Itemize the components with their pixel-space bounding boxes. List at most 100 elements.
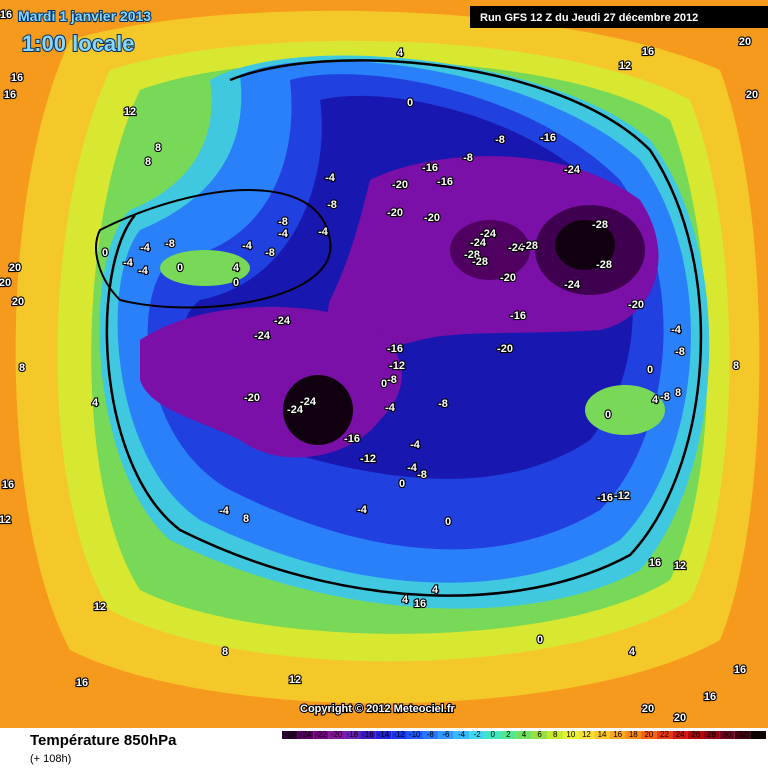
contour-label: -24 xyxy=(508,242,525,254)
legend-swatch xyxy=(313,731,329,739)
contour-label: 16 xyxy=(734,664,746,676)
legend-swatch xyxy=(531,731,548,739)
contour-label: -12 xyxy=(389,360,405,372)
contour-label: -16 xyxy=(422,162,438,174)
contour-label: 16 xyxy=(704,691,716,703)
contour-label: -4 xyxy=(318,226,329,238)
contour-label: -8 xyxy=(495,134,505,146)
legend-label: 30 xyxy=(723,730,732,739)
color-legend: -26 -24 -22 -20 -18 -16 -14 -12 -10 -8 -6 -4 -2 0 2 4 6 8… xyxy=(282,730,766,739)
contour-label: -24 xyxy=(470,237,487,249)
contour-label: -4 xyxy=(140,242,151,254)
contour-label: -8 xyxy=(675,346,685,358)
contour-label: -20 xyxy=(424,212,440,224)
contour-label: 16 xyxy=(11,72,23,84)
contour-label: -20 xyxy=(500,272,516,284)
contour-label: -8 xyxy=(660,391,670,403)
contour-label: 0 xyxy=(102,247,108,259)
legend-swatch xyxy=(344,731,361,739)
footer-title: Température 850hPa xyxy=(30,732,177,749)
legend-swatch xyxy=(438,731,454,739)
contour-label: 0 xyxy=(445,516,451,528)
legend-label: -4 xyxy=(458,730,466,739)
contour-label: 4 xyxy=(629,646,636,658)
legend-label: 28 xyxy=(707,730,716,739)
legend-label: 22 xyxy=(660,730,669,739)
legend-swatch xyxy=(734,731,751,739)
legend-swatch xyxy=(391,731,407,739)
legend-swatch xyxy=(282,731,298,739)
legend-label: 24 xyxy=(676,730,685,739)
contour-label: -4 xyxy=(219,505,230,517)
contour-label: 12 xyxy=(0,514,11,526)
legend-swatch xyxy=(297,731,314,739)
contour-label: -8 xyxy=(387,374,397,386)
contour-label: -8 xyxy=(417,469,427,481)
contour-label: -24 xyxy=(274,315,291,327)
contour-label: -28 xyxy=(592,219,608,231)
legend-label: 16 xyxy=(613,730,622,739)
contour-label: -24 xyxy=(300,396,317,408)
legend-label: 6 xyxy=(537,730,542,739)
map-time: 1:00 locale xyxy=(22,31,135,56)
contour-label: -4 xyxy=(325,172,336,184)
legend-swatch xyxy=(516,731,532,739)
contour-label: -28 xyxy=(472,256,488,268)
contour-label: -28 xyxy=(522,240,538,252)
contour-label: -12 xyxy=(360,453,376,465)
contour-label: 8 xyxy=(675,387,681,399)
run-info: Run GFS 12 Z du Jeudi 27 décembre 2012 xyxy=(480,12,698,24)
contour-label: -4 xyxy=(242,240,253,252)
legend-swatch xyxy=(703,731,720,739)
zone-core-west xyxy=(283,375,353,445)
legend-label: 0 xyxy=(491,730,496,739)
legend-label: -26 xyxy=(284,730,296,739)
contour-label: 0 xyxy=(177,262,183,274)
contour-label: 16 xyxy=(649,557,661,569)
legend-swatch xyxy=(328,731,345,739)
contour-label: 16 xyxy=(642,46,654,58)
contour-label: -28 xyxy=(464,249,480,261)
map-date: Mardi 1 janvier 2013 xyxy=(18,8,151,24)
legend-label: 20 xyxy=(644,730,653,739)
zone-hudson xyxy=(160,250,250,286)
legend-swatch xyxy=(453,731,470,739)
contour-label: -16 xyxy=(540,132,556,144)
contour-label: 16 xyxy=(0,9,12,21)
contour-label: 0 xyxy=(407,97,413,109)
legend-label: -6 xyxy=(442,730,450,739)
contour-label: -24 xyxy=(564,279,581,291)
contour-label: 8 xyxy=(19,362,25,374)
contour-label: 0 xyxy=(381,378,387,390)
contour-label: 4 xyxy=(397,47,404,59)
contour-label: -20 xyxy=(244,392,260,404)
legend-swatch xyxy=(578,731,595,739)
contour-label: -16 xyxy=(387,343,403,355)
contour-label: -8 xyxy=(278,216,288,228)
legend-swatch xyxy=(609,731,626,739)
contour-label: 0 xyxy=(605,409,611,421)
contour-label: 4 xyxy=(92,397,99,409)
contour-label: -16 xyxy=(510,310,526,322)
run-box xyxy=(470,6,768,28)
legend-label: 12 xyxy=(582,730,591,739)
contour-label: 16 xyxy=(2,479,14,491)
legend-swatch xyxy=(375,731,392,739)
legend-label: -14 xyxy=(378,730,390,739)
contour-label: -4 xyxy=(278,228,289,240)
contour-label: 12 xyxy=(94,601,106,613)
contour-zero xyxy=(105,59,703,597)
contour-label: -8 xyxy=(327,199,337,211)
legend-swatch xyxy=(672,731,688,739)
legend-swatch xyxy=(406,731,423,739)
legend-swatch xyxy=(469,731,485,739)
contour-label: -16 xyxy=(344,433,360,445)
contour-label: -4 xyxy=(385,402,396,414)
legend-swatch xyxy=(687,731,704,739)
contour-label: 0 xyxy=(399,478,405,490)
legend-label: -22 xyxy=(315,730,327,739)
contour-label: 8 xyxy=(145,156,151,168)
contour-label: 20 xyxy=(739,36,751,48)
